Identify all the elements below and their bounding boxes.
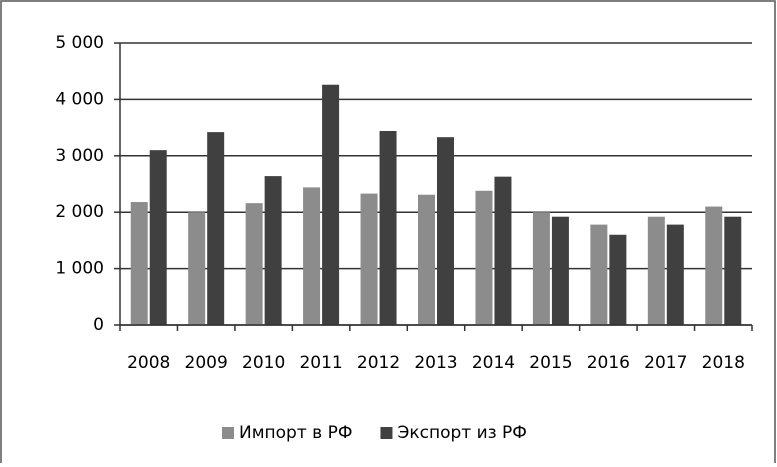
bar bbox=[207, 132, 225, 325]
bar bbox=[360, 193, 378, 325]
y-tick-label: 1 000 bbox=[55, 259, 104, 279]
x-tick-label: 2016 bbox=[587, 353, 630, 373]
x-tick-label: 2014 bbox=[472, 353, 515, 373]
bar bbox=[494, 176, 512, 325]
bar bbox=[590, 224, 608, 325]
bar bbox=[532, 212, 550, 325]
bar bbox=[303, 187, 321, 325]
legend-swatch bbox=[380, 427, 393, 439]
bar bbox=[647, 216, 665, 325]
bar bbox=[609, 234, 627, 325]
bar bbox=[264, 176, 282, 325]
bar bbox=[705, 206, 723, 325]
x-tick-label: 2008 bbox=[127, 353, 170, 373]
x-tick-label: 2012 bbox=[357, 353, 400, 373]
bar bbox=[551, 216, 569, 325]
bar bbox=[724, 216, 742, 325]
legend-label: Экспорт из РФ bbox=[397, 423, 526, 443]
y-tick-label: 4 000 bbox=[55, 89, 104, 109]
x-tick-label: 2017 bbox=[644, 353, 687, 373]
x-tick-label: 2010 bbox=[242, 353, 285, 373]
bar bbox=[379, 130, 397, 325]
y-tick-label: 5 000 bbox=[55, 33, 104, 53]
x-tick-label: 2011 bbox=[299, 353, 342, 373]
bar bbox=[149, 150, 167, 325]
y-tick-label: 2 000 bbox=[55, 202, 104, 222]
bar bbox=[130, 202, 148, 325]
bar bbox=[245, 203, 263, 325]
bar bbox=[475, 190, 493, 325]
y-tick-label: 3 000 bbox=[55, 146, 104, 166]
x-tick-label: 2015 bbox=[529, 353, 572, 373]
x-tick-label: 2009 bbox=[185, 353, 228, 373]
legend-swatch bbox=[222, 427, 234, 439]
x-tick-label: 2013 bbox=[414, 353, 457, 373]
legend-label: Импорт в РФ bbox=[239, 423, 352, 443]
bar bbox=[322, 84, 340, 326]
bar bbox=[666, 224, 684, 325]
y-tick-label: 0 bbox=[93, 315, 104, 335]
bar bbox=[418, 194, 435, 325]
x-tick-label: 2018 bbox=[702, 353, 745, 373]
bar bbox=[188, 212, 206, 325]
bar bbox=[437, 137, 454, 325]
